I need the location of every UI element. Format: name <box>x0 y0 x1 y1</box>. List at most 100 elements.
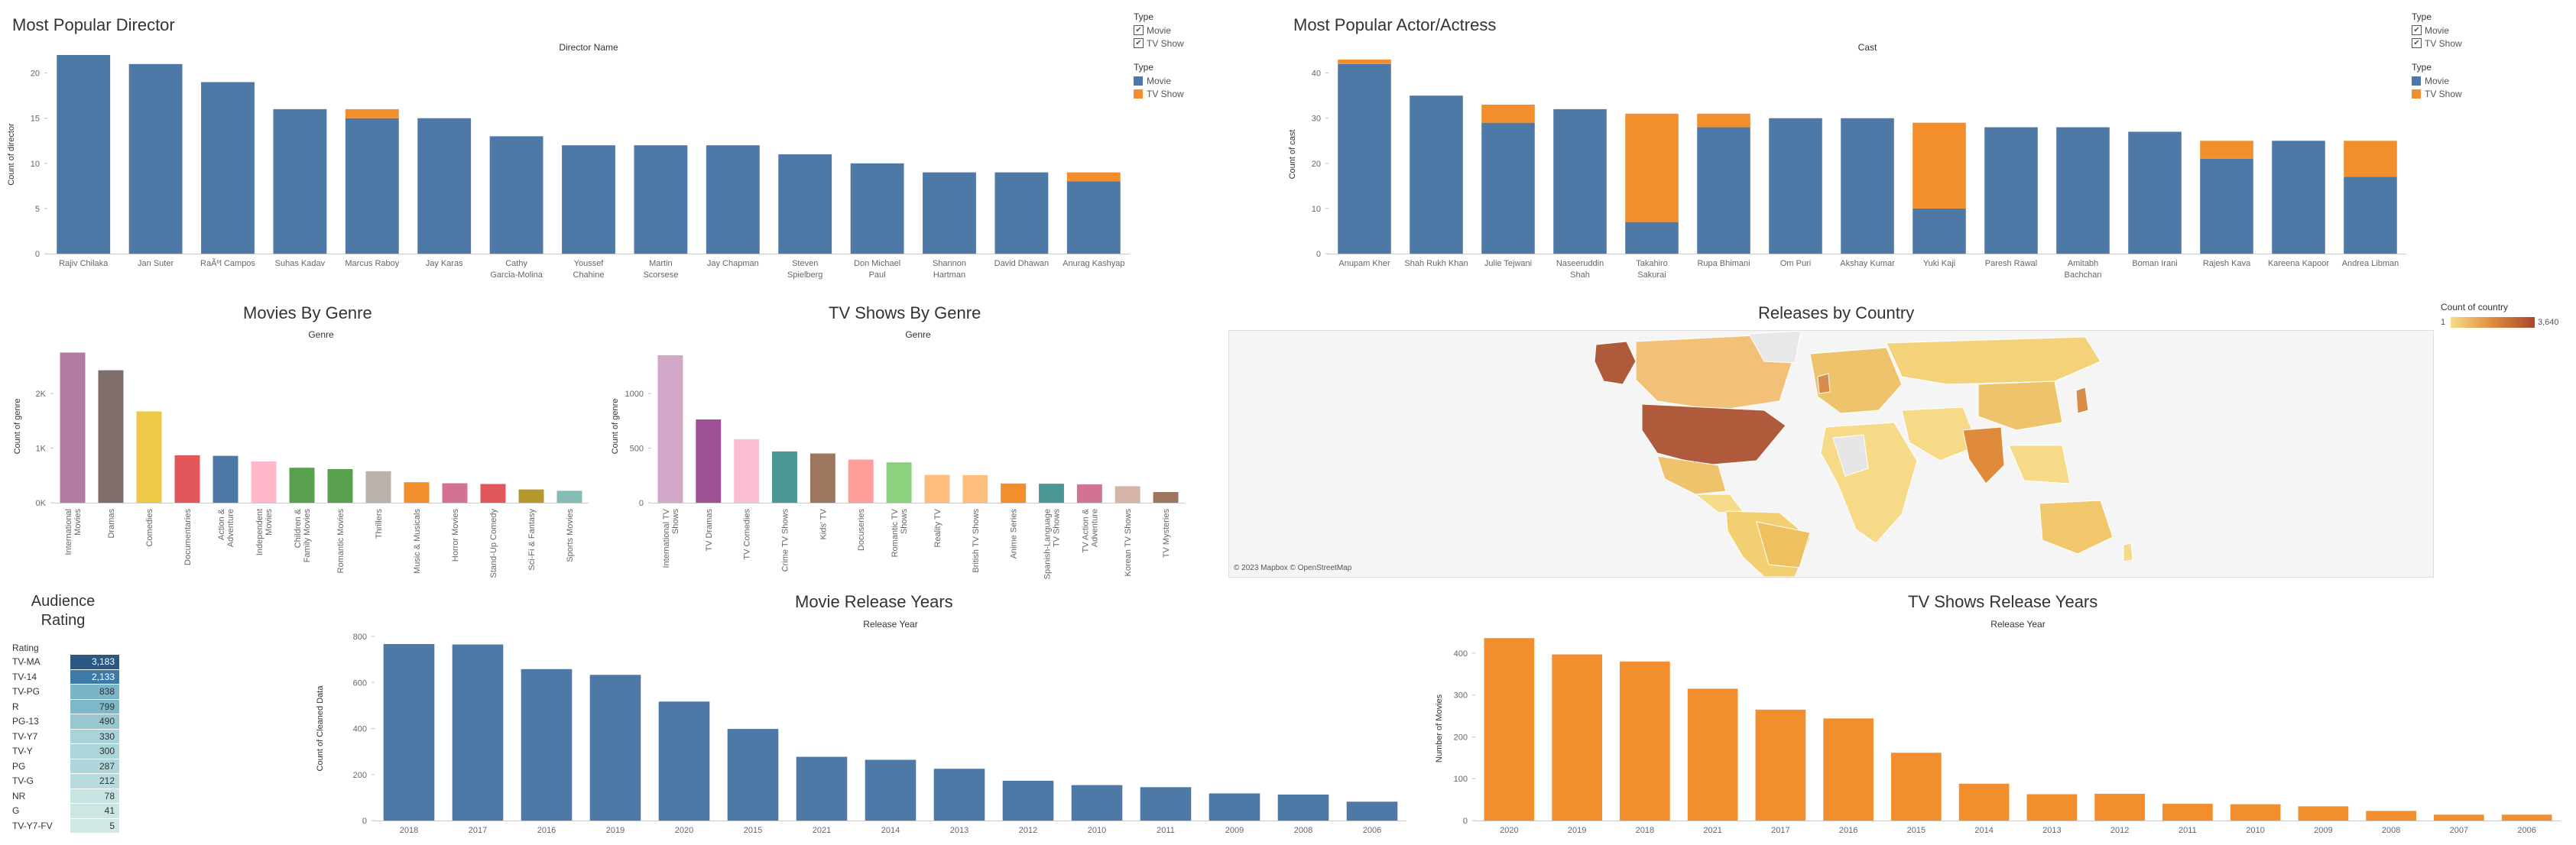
rating-row[interactable]: PG 287 <box>12 759 131 774</box>
bar-tvshow[interactable] <box>2344 141 2397 177</box>
bar[interactable] <box>848 459 874 503</box>
legend-color-movie[interactable]: Movie <box>1134 74 1184 87</box>
bar[interactable] <box>734 439 760 503</box>
legend-color-movie[interactable]: Movie <box>2412 74 2462 87</box>
bar[interactable] <box>2501 814 2552 821</box>
bar[interactable] <box>1140 787 1192 821</box>
country-map[interactable]: © 2023 Mapbox © OpenStreetMap <box>1228 330 2434 578</box>
rating-row[interactable]: TV-Y7 330 <box>12 729 131 744</box>
bar-movie[interactable] <box>923 172 976 254</box>
bar-movie[interactable] <box>1841 118 1894 254</box>
bar-tvshow[interactable] <box>1913 122 1966 209</box>
bar-movie[interactable] <box>1913 208 1966 254</box>
legend-color-tvshow[interactable]: TV Show <box>1134 87 1184 100</box>
bar[interactable] <box>1552 654 1602 821</box>
bar-movie[interactable] <box>2200 158 2253 254</box>
rating-row[interactable]: PG-13 490 <box>12 714 131 730</box>
bar[interactable] <box>365 471 391 503</box>
bar-tvshow[interactable] <box>1697 113 1750 128</box>
bar-movie[interactable] <box>562 145 615 254</box>
bar-movie[interactable] <box>2128 131 2182 254</box>
bar[interactable] <box>1039 484 1064 503</box>
bar[interactable] <box>886 462 912 503</box>
bar[interactable] <box>1346 801 1398 821</box>
bar[interactable] <box>1071 785 1123 821</box>
bar[interactable] <box>1755 709 1806 821</box>
rating-row[interactable]: TV-PG 838 <box>12 685 131 700</box>
bar[interactable] <box>1209 793 1260 821</box>
bar[interactable] <box>2230 804 2281 821</box>
bar-movie[interactable] <box>1066 181 1121 254</box>
bar-movie[interactable] <box>128 63 183 254</box>
bar[interactable] <box>1002 780 1054 821</box>
legend-filter-tvshow[interactable]: ✔ TV Show <box>2412 37 2462 50</box>
rating-row[interactable]: TV-Y7-FV 5 <box>12 818 131 834</box>
bar[interactable] <box>521 669 573 821</box>
checkbox-icon[interactable]: ✔ <box>2412 38 2422 48</box>
bar[interactable] <box>2094 793 2145 821</box>
bar[interactable] <box>657 355 683 503</box>
bar[interactable] <box>518 489 544 503</box>
bar[interactable] <box>924 474 950 503</box>
checkbox-icon[interactable]: ✔ <box>1134 38 1144 48</box>
world-map-shapes[interactable] <box>1229 330 2433 578</box>
rating-row[interactable]: R 799 <box>12 699 131 714</box>
bar[interactable] <box>658 701 710 821</box>
bar-tvshow[interactable] <box>1481 105 1535 123</box>
rating-row[interactable]: NR 78 <box>12 788 131 804</box>
bar[interactable] <box>1620 661 1670 821</box>
bar[interactable] <box>727 729 779 821</box>
bar[interactable] <box>213 455 238 503</box>
bar[interactable] <box>383 643 435 821</box>
bar-movie[interactable] <box>1697 127 1750 254</box>
bar[interactable] <box>1958 783 2010 821</box>
bar[interactable] <box>933 769 985 821</box>
legend-filter-tvshow[interactable]: ✔ TV Show <box>1134 37 1184 50</box>
bar[interactable] <box>2026 794 2078 821</box>
bar[interactable] <box>1153 492 1179 503</box>
bar-tvshow[interactable] <box>1066 172 1121 182</box>
bar[interactable] <box>796 756 848 821</box>
bar-tvshow[interactable] <box>1338 59 1391 64</box>
checkbox-icon[interactable]: ✔ <box>2412 25 2422 35</box>
bar[interactable] <box>480 484 506 503</box>
rating-row[interactable]: TV-Y 300 <box>12 744 131 759</box>
bar-tvshow[interactable] <box>345 108 399 118</box>
bar-movie[interactable] <box>2056 127 2110 254</box>
bar-movie[interactable] <box>345 118 399 254</box>
bar[interactable] <box>60 352 86 503</box>
bar-movie[interactable] <box>1984 127 2038 254</box>
bar-movie[interactable] <box>634 145 688 254</box>
bar[interactable] <box>251 461 277 503</box>
bar[interactable] <box>1484 638 1535 821</box>
bar-movie[interactable] <box>1769 118 1822 254</box>
bar[interactable] <box>404 482 430 503</box>
bar[interactable] <box>1891 753 1942 821</box>
bar[interactable] <box>1001 483 1027 503</box>
bar-tvshow[interactable] <box>1625 113 1679 222</box>
bar[interactable] <box>174 455 200 503</box>
bar[interactable] <box>2298 806 2349 821</box>
bar[interactable] <box>2366 811 2416 821</box>
bar[interactable] <box>2434 814 2484 821</box>
bar-movie[interactable] <box>706 145 760 254</box>
bar[interactable] <box>289 468 315 503</box>
bar[interactable] <box>865 759 917 821</box>
rating-row[interactable]: TV-14 2,133 <box>12 669 131 685</box>
bar[interactable] <box>962 474 988 503</box>
bar[interactable] <box>1076 484 1102 503</box>
bar-tvshow[interactable] <box>2200 141 2253 159</box>
checkbox-icon[interactable]: ✔ <box>1134 25 1144 35</box>
bar-movie[interactable] <box>1625 222 1679 254</box>
bar[interactable] <box>809 453 835 503</box>
legend-filter-movie[interactable]: ✔ Movie <box>2412 24 2462 37</box>
bar-movie[interactable] <box>2344 176 2397 254</box>
bar-movie[interactable] <box>273 108 327 254</box>
bar-movie[interactable] <box>1338 63 1391 254</box>
bar[interactable] <box>452 644 504 821</box>
legend-filter-movie[interactable]: ✔ Movie <box>1134 24 1184 37</box>
bar-movie[interactable] <box>1481 122 1535 254</box>
bar-movie[interactable] <box>489 136 543 254</box>
bar[interactable] <box>696 419 722 503</box>
bar[interactable] <box>98 370 124 503</box>
